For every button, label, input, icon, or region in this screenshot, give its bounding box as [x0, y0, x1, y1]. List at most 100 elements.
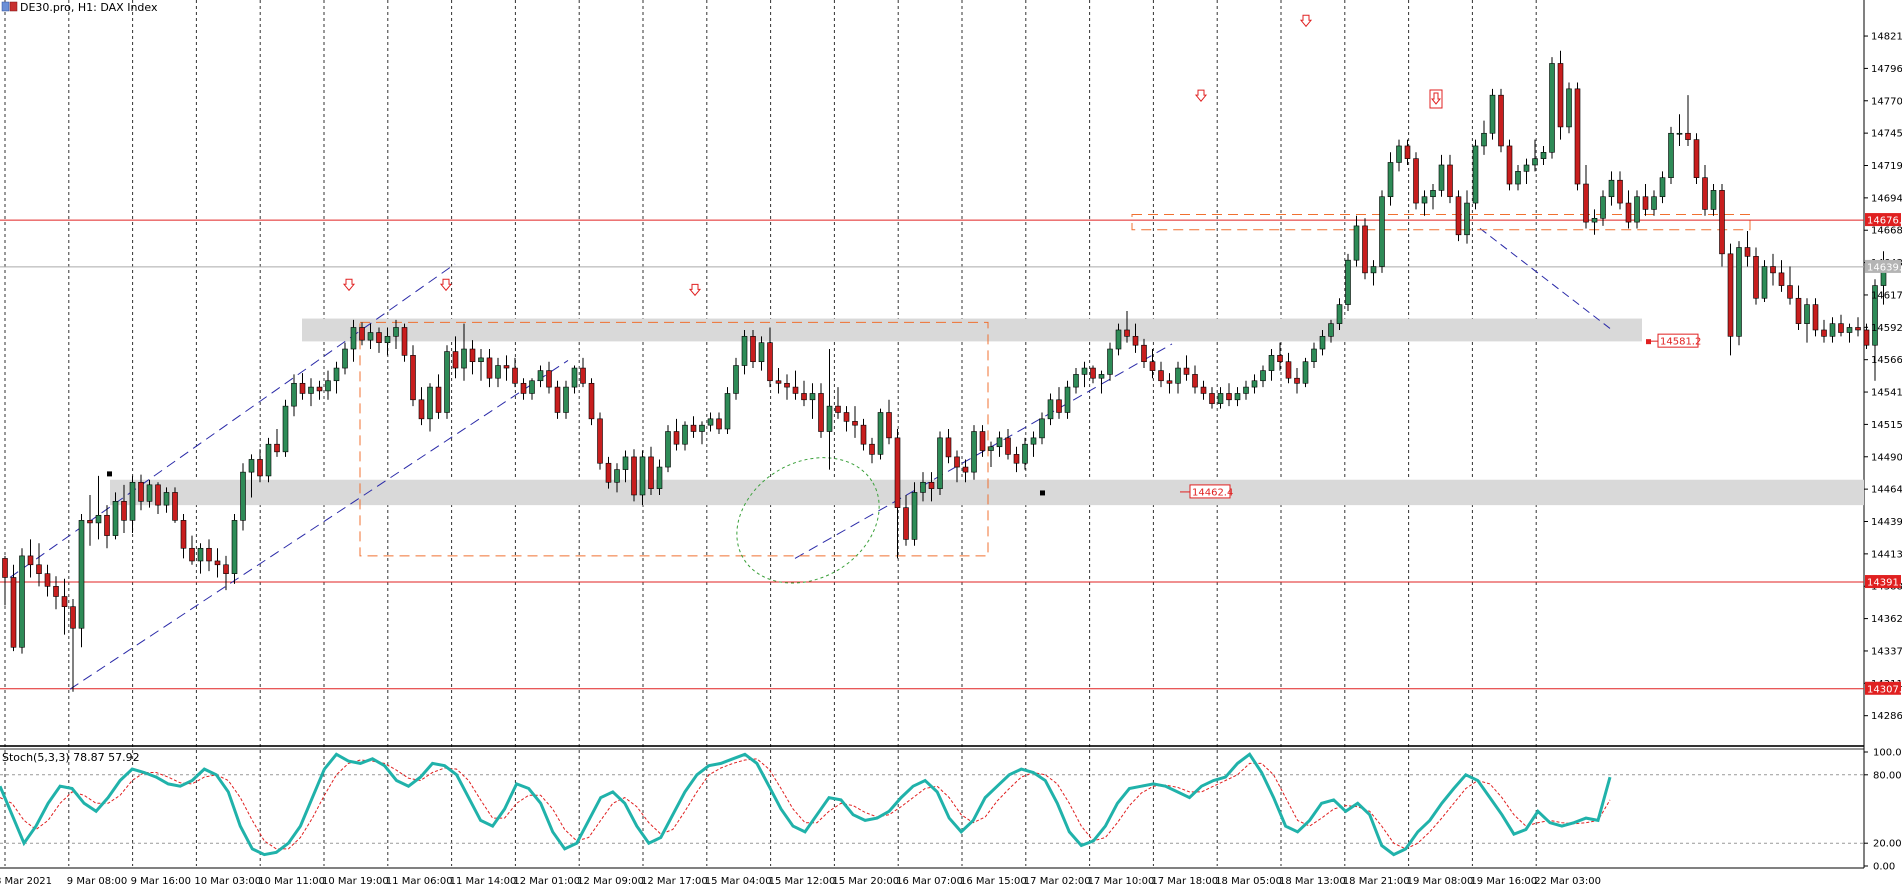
candle-body [104, 514, 110, 536]
candle-body [928, 481, 935, 489]
x-tick-label: 17 Mar 18:00 [1151, 876, 1218, 887]
x-tick-label: 15 Mar 04:00 [705, 876, 772, 887]
candle-body [282, 405, 289, 453]
candle-body [87, 520, 93, 524]
axes: 8 Mar 2021 9 Mar 08:00 9 Mar 16:00 10 Mar 0… [0, 32, 1902, 887]
candle-body [2, 558, 8, 578]
candle-body [1872, 285, 1878, 346]
candle-body [1277, 355, 1283, 363]
candle-body [1013, 454, 1020, 464]
candle-body [656, 466, 663, 489]
candle-body [36, 564, 42, 574]
candle-body [682, 424, 688, 445]
candle-body [1039, 418, 1045, 439]
candle-body [393, 327, 399, 337]
candle-body [1634, 196, 1640, 223]
y-tick-label: 14566.6 [1871, 355, 1902, 366]
candle-body [265, 443, 272, 477]
candle-body [1192, 374, 1198, 388]
candle-body [410, 355, 416, 401]
candle-body [1047, 399, 1054, 420]
candle-body [342, 348, 348, 369]
candle-body [1727, 253, 1734, 337]
price-tag [1865, 213, 1901, 227]
main-panel [0, 0, 1864, 745]
candle-body [1642, 196, 1649, 210]
x-tick-label: 12 Mar 17:00 [641, 876, 708, 887]
candle-body [1812, 304, 1819, 331]
x-tick-label: 9 Mar 08:00 [67, 876, 127, 887]
x-tick-label: 18 Mar 13:00 [1279, 876, 1346, 887]
candle-body [699, 424, 705, 432]
level-label-box [1657, 333, 1699, 348]
vertical-grid [4, 0, 1537, 866]
candle-body [1710, 190, 1717, 210]
candle-body [214, 560, 221, 566]
candle-body [1591, 217, 1598, 223]
y-tick-label: 14439.1 [1871, 517, 1902, 528]
y-tick-label: 14286.1 [1871, 711, 1902, 722]
candle-body [1472, 145, 1479, 204]
candle-body [1625, 202, 1632, 223]
candle-body [716, 418, 722, 430]
channel-lower [69, 360, 569, 690]
candle-body [1073, 374, 1079, 388]
candle-body [801, 393, 807, 401]
stoch-y-tick-label: 0.00 [1873, 862, 1895, 873]
candle-body [1379, 196, 1385, 267]
candle-body [877, 412, 884, 455]
candle-body [206, 547, 212, 562]
candle-body [95, 514, 102, 524]
candle-body [138, 481, 144, 502]
candle-body [1149, 361, 1156, 371]
candle-body [1022, 443, 1028, 464]
candle-body [903, 507, 909, 540]
candle-body [1659, 177, 1666, 198]
candle-body [1302, 361, 1309, 384]
candle-body [546, 370, 552, 388]
candle-body [486, 357, 493, 379]
candle-body [495, 365, 501, 379]
stoch-y-tick-label: 80.00 [1873, 770, 1902, 781]
candle-body [1243, 386, 1249, 394]
candle-body [1056, 399, 1062, 413]
candle-body [1404, 145, 1411, 159]
candle-body [690, 424, 697, 432]
candle-body [673, 431, 680, 445]
candle-body [461, 348, 467, 369]
candle-body [1481, 132, 1487, 147]
candle-body [1090, 367, 1096, 379]
candle-body [1005, 437, 1011, 455]
candle-body [1396, 145, 1402, 163]
candle-body [1217, 393, 1224, 404]
candle-body [1583, 183, 1589, 223]
candle-body [1744, 247, 1751, 257]
candle-body [750, 336, 756, 363]
y-tick-label: 14617.6 [1871, 290, 1902, 301]
x-tick-label: 8 Mar 2021 [0, 876, 52, 887]
stoch-main-line [0, 752, 1612, 857]
x-tick-label: 15 Mar 20:00 [832, 876, 899, 887]
x-tick-label: 19 Mar 16:00 [1470, 876, 1537, 887]
candle-body [1413, 158, 1419, 204]
stochastic-panel [0, 752, 1864, 857]
candle-body [979, 431, 986, 451]
x-tick-label: 15 Mar 12:00 [769, 876, 836, 887]
y-tick-label: 14821.6 [1871, 32, 1902, 43]
candle-body [1387, 162, 1394, 198]
candle-body [537, 370, 544, 382]
candle-body [1702, 177, 1708, 210]
candle-body [1294, 377, 1300, 384]
candle-body [1430, 190, 1436, 198]
candle-body [1421, 196, 1428, 204]
candle-body [1549, 63, 1555, 153]
candle-body [469, 348, 476, 363]
candle-body [1268, 355, 1275, 371]
candle-body [1158, 370, 1164, 382]
candle-body [180, 520, 187, 549]
candle-body [308, 386, 314, 394]
candle-body [452, 351, 459, 369]
candle-body [257, 459, 263, 477]
candle-body [792, 386, 799, 394]
